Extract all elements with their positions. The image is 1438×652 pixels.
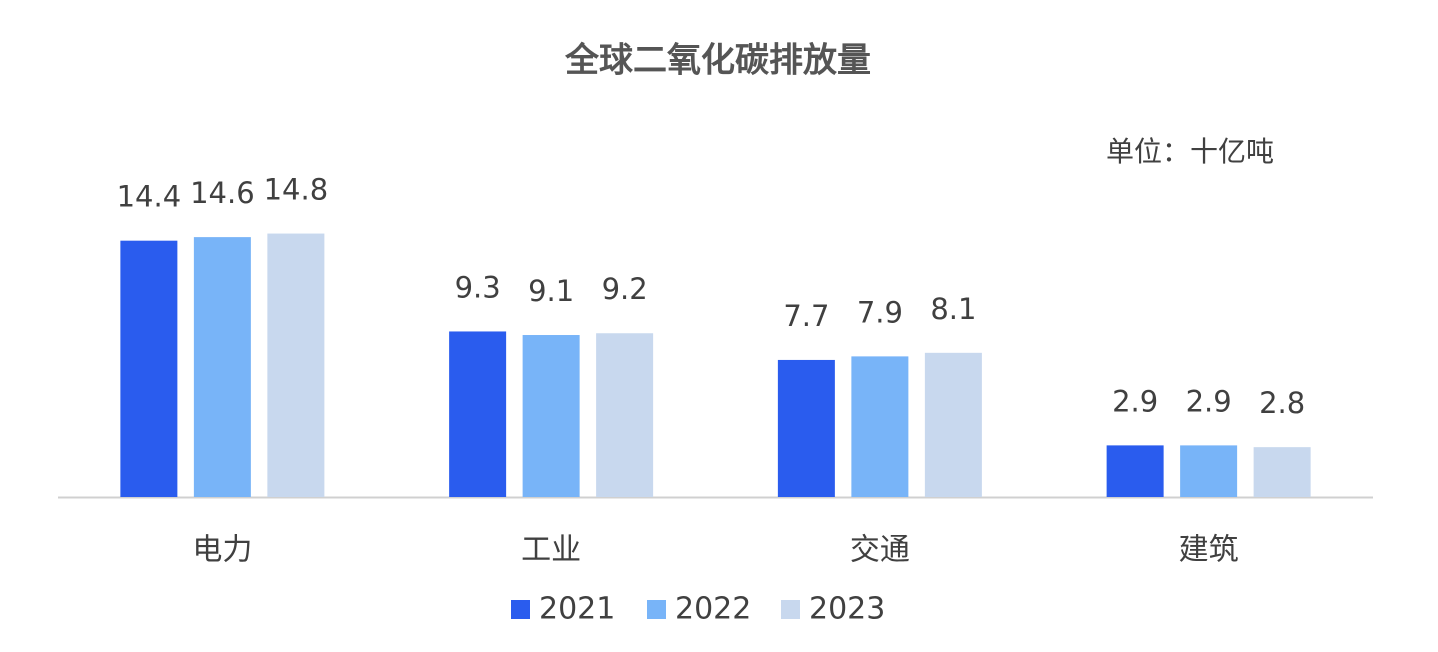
bar [267, 233, 325, 497]
value-label: 14.8 [264, 173, 329, 207]
value-label: 2.9 [1112, 384, 1158, 418]
value-label: 14.4 [117, 180, 182, 214]
chart-title: 全球二氧化碳排放量 [564, 41, 871, 81]
bar [1253, 447, 1311, 497]
unit-annotation: 单位：十亿吨 [1106, 135, 1274, 168]
legend-swatch [647, 600, 666, 619]
value-label: 14.6 [190, 176, 255, 210]
legend-label: 2023 [809, 592, 885, 627]
bar [596, 333, 654, 497]
bar [522, 335, 580, 497]
legend-label: 2021 [539, 592, 615, 627]
legend-label: 2022 [675, 592, 751, 627]
bar [120, 240, 178, 497]
value-label: 2.9 [1186, 384, 1232, 418]
bar [924, 352, 982, 497]
value-label: 9.2 [602, 272, 648, 306]
bar [777, 359, 835, 497]
value-label: 9.1 [528, 274, 574, 308]
value-label: 7.9 [857, 295, 903, 329]
value-label: 8.1 [930, 292, 976, 326]
value-label: 9.3 [455, 270, 501, 304]
bar [851, 356, 909, 497]
legend-swatch [781, 600, 800, 619]
bar [1106, 445, 1164, 497]
bar [193, 237, 251, 497]
value-label: 2.8 [1259, 386, 1305, 420]
x-tick-label: 电力 [192, 533, 252, 568]
x-tick-label: 工业 [521, 533, 581, 568]
x-tick-label: 交通 [850, 533, 910, 568]
legend-swatch [511, 600, 530, 619]
value-label: 7.7 [783, 299, 829, 333]
x-tick-label: 建筑 [1179, 533, 1239, 568]
bar [449, 331, 507, 497]
bar [1180, 445, 1238, 497]
